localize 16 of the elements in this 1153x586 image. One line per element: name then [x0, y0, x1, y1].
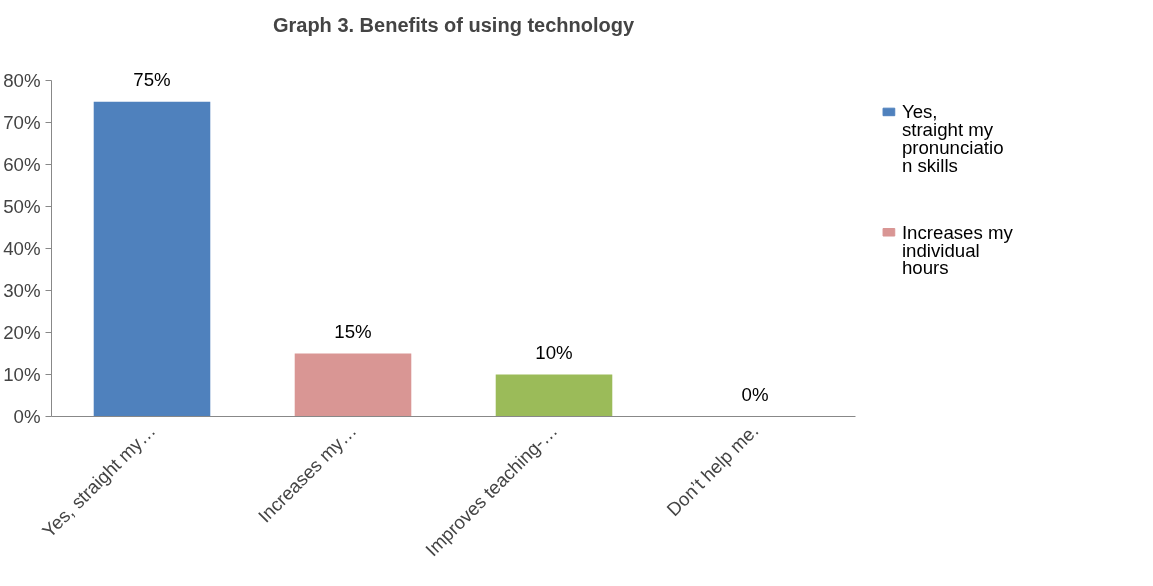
data-label: 10%: [535, 341, 573, 363]
chart-title: Graph 3. Benefits of using technology: [272, 13, 635, 36]
legend-label: Yes, straight my pronunciation skills: [901, 101, 1004, 177]
y-tick-label: 40%: [3, 238, 41, 260]
y-tick-label: 20%: [3, 322, 41, 344]
legend-label: Increases my individual hours: [901, 221, 1014, 279]
data-label: 75%: [133, 68, 171, 90]
y-tick-label: 80%: [3, 70, 41, 92]
y-tick-label: 60%: [3, 154, 41, 176]
y-tick-label: 30%: [3, 280, 41, 302]
data-label: 0%: [741, 383, 769, 405]
y-tick-label: 70%: [3, 112, 41, 134]
data-label: 15%: [334, 320, 372, 342]
y-tick-label: 0%: [13, 406, 41, 427]
y-tick-label: 10%: [3, 364, 41, 386]
y-tick-label: 50%: [3, 196, 41, 218]
